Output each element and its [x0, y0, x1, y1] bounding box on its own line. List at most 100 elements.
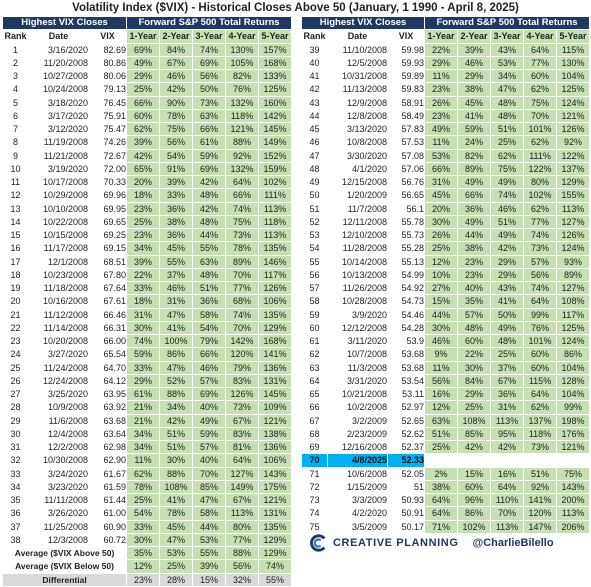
date-cell: 11/19/2008	[28, 135, 89, 150]
return-4y-cell: 62%	[523, 135, 558, 150]
vix-cell: 69.96	[87, 188, 128, 203]
table-row: 67 3/2/2009 52.65 63% 108% 113% 137% 198%	[301, 413, 591, 428]
return-3y-cell: 69%	[192, 386, 227, 402]
rank-cell: 72	[301, 479, 328, 495]
date-cell: 11/24/2008	[28, 360, 89, 375]
return-1y-cell: 25%	[126, 82, 161, 97]
date-cell: 3/11/2020	[327, 333, 388, 349]
return-1y-cell: 20%	[126, 174, 161, 190]
return-3y-cell: 70%	[490, 506, 525, 521]
return-4y-cell: 75%	[225, 214, 260, 230]
column-header: 4-Year	[523, 29, 558, 44]
return-3y-cell: 36%	[490, 386, 525, 402]
rank-cell: 60	[301, 320, 328, 336]
return-1y-cell: 34%	[126, 241, 161, 256]
return-2y-cell: 47%	[159, 532, 194, 548]
return-4y-cell: 101%	[523, 121, 558, 137]
rank-cell: 44	[301, 108, 328, 124]
return-1y-cell: 62%	[126, 466, 161, 481]
return-5y-cell: 126%	[556, 227, 591, 243]
return-4y-cell: 82%	[225, 68, 260, 84]
column-header: 2-Year	[457, 29, 492, 44]
return-3y-cell: 51%	[490, 121, 525, 137]
return-5y-cell: 128%	[556, 373, 591, 389]
vix-cell: 67.80	[87, 267, 128, 283]
vix-cell: 76.45	[87, 95, 128, 110]
date-cell: 10/29/2008	[28, 188, 89, 203]
date-cell: 4/1/2020	[327, 161, 388, 177]
vix-cell: 72.67	[87, 148, 128, 163]
column-header: 5-Year	[556, 29, 591, 44]
table-row: 47 3/30/2020 57.08 53% 82% 62% 111% 122%	[301, 148, 591, 163]
table-row: 36 3/26/2020 61.00 54% 78% 58% 113% 131%	[2, 506, 293, 521]
return-4y-cell: 64%	[225, 174, 260, 190]
vix-cell: 55.78	[386, 214, 426, 230]
date-cell: 10/7/2008	[327, 347, 388, 362]
rank-cell: 28	[2, 400, 29, 415]
rank-cell: 54	[301, 241, 328, 256]
return-2y-cell: 48%	[457, 320, 492, 336]
return-2y-cell: 41%	[457, 108, 492, 124]
column-header: 3-Year	[490, 29, 525, 44]
rank-cell: 47	[301, 148, 328, 163]
rank-cell: 22	[2, 320, 29, 336]
return-3y-cell: 58%	[192, 506, 227, 521]
group-label-returns: Forward S&P 500 Total Returns	[126, 15, 293, 31]
table-row: 45 3/13/2020 57.83 49% 59% 51% 101% 126%	[301, 121, 591, 137]
return-2y-cell: 38%	[457, 82, 492, 97]
vix-cell: 66.46	[87, 307, 128, 322]
rank-cell: 74	[301, 506, 328, 521]
return-1y-cell: 29%	[424, 55, 459, 71]
average-above-50-row-value: 55%	[192, 545, 227, 561]
date-cell: 10/6/2008	[327, 466, 388, 481]
table-row: 75 3/5/2009 50.17 71% 102% 113% 147% 206%	[301, 519, 591, 534]
date-cell: 3/27/2020	[28, 347, 89, 362]
return-2y-cell: 42%	[159, 82, 194, 97]
average-above-50-row-value: 53%	[159, 545, 194, 561]
table-row: 65 10/21/2008 53.11 16% 29% 36% 64% 104%	[301, 386, 591, 402]
return-3y-cell: 74%	[490, 188, 525, 203]
return-5y-cell: 131%	[258, 506, 293, 521]
date-cell: 12/15/2008	[327, 174, 388, 190]
return-3y-cell: 70%	[192, 466, 227, 481]
return-1y-cell: 31%	[424, 174, 459, 190]
vix-cell: 57.06	[386, 161, 426, 177]
column-header: 5-Year	[258, 29, 293, 44]
table-row: 40 12/5/2008 59.93 29% 46% 53% 77% 130%	[301, 55, 591, 71]
return-4y-cell: 83%	[225, 373, 260, 389]
return-3y-cell: 51%	[490, 214, 525, 230]
return-4y-cell: 141%	[523, 492, 558, 508]
vix-cell: 59.98	[386, 42, 426, 57]
vix-cell: 59.89	[386, 68, 426, 84]
return-3y-cell: 31%	[490, 400, 525, 415]
return-3y-cell: 63%	[192, 254, 227, 269]
date-cell: 12/16/2008	[327, 439, 388, 455]
return-4y-cell: 80%	[225, 519, 260, 534]
date-cell: 3/13/2020	[327, 121, 388, 137]
return-5y-cell: 143%	[258, 466, 293, 481]
rank-cell: 70	[301, 453, 328, 468]
return-4y-cell: 76%	[523, 320, 558, 336]
rank-cell: 38	[2, 532, 29, 548]
return-5y-cell: 168%	[258, 333, 293, 349]
return-1y-cell: 9%	[424, 347, 459, 362]
differential-row-value: 55%	[258, 572, 293, 587]
rank-cell: 52	[301, 214, 328, 230]
return-4y-cell: 74%	[523, 227, 558, 243]
vix-cell: 66.00	[87, 333, 128, 349]
vix-cell: 80.06	[87, 68, 128, 84]
date-cell: 12/2/2008	[28, 439, 89, 455]
return-2y-cell: 24%	[457, 135, 492, 150]
return-3y-cell: 51%	[192, 280, 227, 296]
return-5y-cell: 117%	[258, 267, 293, 283]
average-below-50-row-value: 12%	[126, 559, 161, 574]
return-1y-cell: 62%	[126, 121, 161, 137]
table-row: 9 11/21/2008 72.67 42% 54% 59% 92% 152%	[2, 148, 293, 163]
return-5y-cell: 198%	[556, 413, 591, 428]
return-1y-cell: 69%	[126, 42, 161, 57]
table-row: 72 1/15/2009 51 38% 60% 64% 92% 143%	[301, 479, 591, 495]
return-4y-cell: 77%	[225, 280, 260, 296]
table-row: 2 11/20/2008 80.86 49% 67% 69% 105% 168%	[2, 55, 293, 71]
rank-cell: 9	[2, 148, 29, 163]
return-3y-cell: 62%	[490, 148, 525, 163]
